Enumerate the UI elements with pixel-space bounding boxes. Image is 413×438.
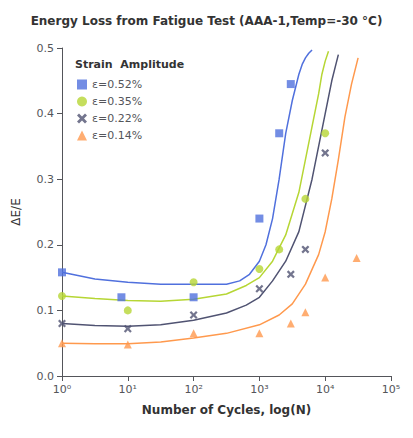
- svg-text:0.3: 0.3: [37, 173, 55, 186]
- svg-text:0.5: 0.5: [37, 42, 55, 55]
- svg-text:10⁴: 10⁴: [316, 383, 335, 396]
- svg-text:ε=0.52%: ε=0.52%: [92, 78, 142, 91]
- svg-text:ε=0.22%: ε=0.22%: [92, 112, 142, 125]
- svg-text:0.2: 0.2: [37, 238, 55, 251]
- svg-text:0.4: 0.4: [37, 107, 55, 120]
- svg-text:Strain Amplitude: Strain Amplitude: [75, 58, 184, 71]
- svg-text:10²: 10²: [184, 383, 202, 396]
- svg-text:ΔE/E: ΔE/E: [9, 198, 23, 225]
- svg-text:10⁵: 10⁵: [382, 383, 400, 396]
- svg-text:10¹: 10¹: [119, 383, 137, 396]
- svg-text:ε=0.35%: ε=0.35%: [92, 95, 142, 108]
- svg-text:10⁰: 10⁰: [53, 383, 72, 396]
- svg-text:0.0: 0.0: [37, 370, 55, 383]
- svg-text:10³: 10³: [250, 383, 268, 396]
- svg-text:ε=0.14%: ε=0.14%: [92, 129, 142, 142]
- svg-text:Energy Loss from Fatigue Test: Energy Loss from Fatigue Test (AAA-1,Tem…: [31, 14, 383, 28]
- svg-text:0.1: 0.1: [37, 304, 55, 317]
- svg-text:Number of Cycles, log(N): Number of Cycles, log(N): [142, 403, 311, 417]
